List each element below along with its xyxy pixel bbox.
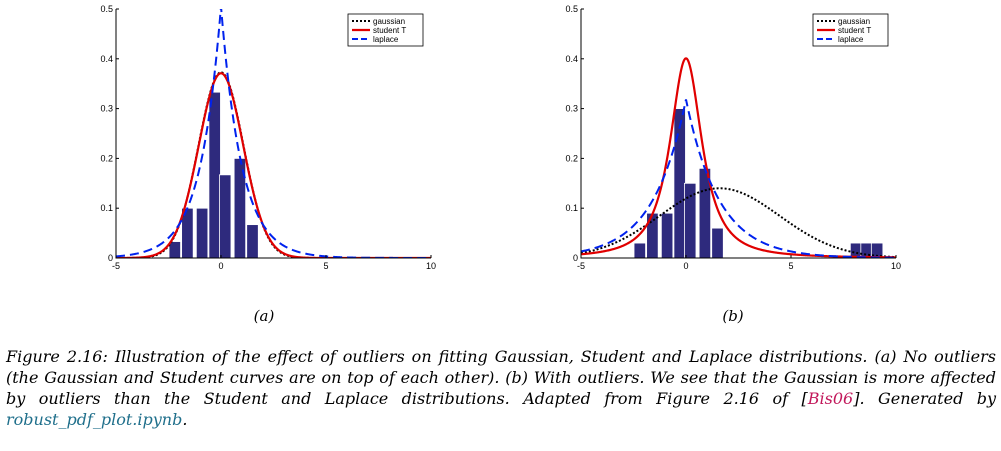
citation-link[interactable]: Bis06 [807, 389, 854, 408]
caption-line-4-end: . [182, 410, 188, 429]
x-tick-label: 10 [426, 261, 436, 271]
legend-label: student T [373, 26, 406, 35]
x-tick-label: 10 [891, 261, 901, 271]
curve-gaussian [581, 187, 896, 258]
y-tick-label: 0.3 [565, 104, 578, 114]
y-tick-label: 0.2 [100, 153, 113, 163]
y-tick-label: 0.3 [100, 104, 113, 114]
caption-line-2: No outliers (the Gaussian and Student cu… [6, 347, 996, 387]
panel-label: (b) [722, 307, 743, 325]
x-tick-label: -5 [112, 261, 120, 271]
curve-gaussian [116, 71, 431, 258]
y-tick-label: 0.4 [100, 54, 113, 64]
y-tick-label: 0.4 [565, 54, 578, 64]
histogram-bar [860, 242, 873, 259]
histogram-bar [711, 227, 724, 259]
caption-line-3: Gaussian is more affected by outliers th… [6, 368, 996, 408]
curve-student-T [581, 57, 896, 258]
x-tick-label: 0 [683, 261, 688, 271]
y-tick-label: 0.1 [100, 203, 113, 213]
legend-label: laplace [373, 35, 399, 44]
histogram-bar [168, 241, 181, 259]
histogram-bar [646, 212, 659, 259]
legend-label: gaussian [838, 17, 870, 26]
caption-line-1: Figure 2.16: Illustration of the effect … [6, 347, 897, 366]
legend-label: gaussian [373, 17, 405, 26]
curve-laplace [581, 99, 896, 258]
figure-caption: Figure 2.16: Illustration of the effect … [6, 346, 996, 430]
y-tick-label: 0.1 [565, 203, 578, 213]
histogram-bar [633, 242, 646, 259]
x-tick-label: -5 [577, 261, 585, 271]
caption-line-4-start: of [ [772, 389, 808, 408]
notebook-link[interactable]: robust_pdf_plot.ipynb [6, 410, 183, 429]
y-tick-label: 0 [573, 253, 578, 263]
y-tick-label: 0.5 [100, 4, 113, 14]
x-tick-label: 5 [788, 261, 793, 271]
histogram-bar [660, 212, 674, 259]
y-tick-label: 0 [108, 253, 113, 263]
histogram-bar [195, 207, 209, 259]
curve-student-T [116, 72, 431, 258]
histogram-bar [219, 174, 232, 259]
histogram-bar [208, 91, 221, 259]
panel-label: (a) [254, 307, 275, 325]
x-tick-label: 0 [218, 261, 223, 271]
caption-line-4-mid: ]. Generated by [853, 389, 997, 408]
x-tick-label: 5 [323, 261, 328, 271]
histogram-bar [673, 108, 686, 259]
legend-label: student T [838, 26, 871, 35]
y-tick-label: 0.5 [565, 4, 578, 14]
histogram-bar [246, 224, 259, 259]
y-tick-label: 0.2 [565, 153, 578, 163]
legend-label: laplace [838, 35, 864, 44]
